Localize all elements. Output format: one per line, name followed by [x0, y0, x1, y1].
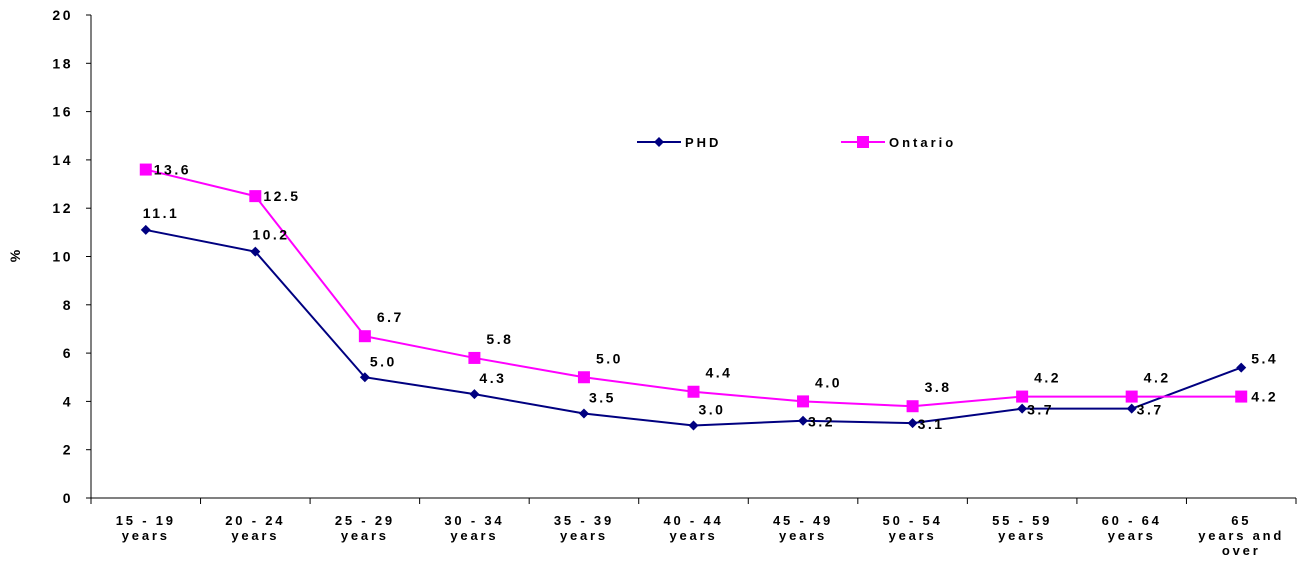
data-label-phd: 3.5 [589, 389, 616, 405]
data-point-square [577, 371, 590, 384]
data-label-phd: 4.3 [479, 370, 506, 386]
data-labels: 11.1 10.2 5.0 4.3 3.5 3.0 3.2 3.1 3.7 3.7 5.4 13.6 1… [143, 162, 1278, 433]
data-point-square [468, 351, 481, 364]
legend-item-ontario: Ontario [841, 135, 956, 150]
data-label-ontario: 4.2 [1144, 370, 1171, 386]
x-category-label: 40 - 44 years [663, 513, 723, 543]
y-tick-label: 18 [52, 55, 73, 71]
legend: PHD Ontario [637, 135, 956, 150]
data-label-ontario: 4.4 [706, 365, 733, 381]
legend-marker [857, 136, 869, 148]
data-label-ontario: 12.5 [263, 188, 300, 204]
data-point-square [1235, 390, 1248, 403]
data-point-diamond [907, 418, 918, 429]
data-point-square [249, 190, 262, 203]
data-point-square [687, 385, 700, 398]
data-point-diamond [1236, 362, 1247, 373]
y-axis: 0 2 4 6 8 10 12 14 16 18 20 [52, 7, 92, 506]
data-point-square [797, 395, 810, 408]
series-line [145, 168, 1242, 408]
data-point-square [1125, 390, 1138, 403]
data-point-diamond [140, 224, 151, 235]
data-label-ontario: 13.6 [154, 162, 191, 178]
data-point-diamond [688, 420, 699, 431]
x-category-label: 50 - 54 years [883, 513, 943, 543]
y-tick-label: 8 [63, 297, 73, 313]
data-point-square [139, 163, 152, 176]
legend-label: PHD [685, 135, 721, 150]
data-point-diamond [1126, 403, 1137, 414]
x-axis: 15 - 19 years 20 - 24 years 25 - 29 years 30 -… [90, 497, 1297, 558]
x-category-label: 45 - 49 years [773, 513, 833, 543]
y-tick-label: 2 [63, 442, 73, 458]
y-tick-label: 12 [52, 200, 73, 216]
data-label-phd: 5.0 [370, 353, 397, 369]
x-category-label: 25 - 29 years [335, 513, 395, 543]
data-point-square [358, 330, 371, 343]
x-category-label: 65 years and over [1198, 513, 1284, 558]
legend-item-phd: PHD [637, 135, 721, 150]
legend-marker [654, 137, 664, 147]
data-point-diamond [578, 408, 589, 419]
data-label-ontario: 6.7 [377, 309, 404, 325]
data-label-ontario: 4.2 [1034, 370, 1061, 386]
data-point-diamond [798, 415, 809, 426]
data-point-square [1016, 390, 1029, 403]
x-category-label: 20 - 24 years [225, 513, 285, 543]
data-label-phd: 11.1 [143, 205, 179, 221]
data-label-ontario: 5.8 [486, 331, 513, 347]
data-label-phd: 3.1 [918, 416, 945, 432]
y-tick-label: 6 [63, 345, 73, 361]
y-tick-label: 16 [52, 104, 73, 120]
y-tick-label: 4 [63, 393, 73, 409]
y-tick-label: 0 [63, 490, 73, 506]
legend-label: Ontario [889, 135, 956, 150]
data-label-phd: 3.0 [699, 402, 726, 418]
x-category-label: 15 - 19 years [116, 513, 176, 543]
y-tick-label: 14 [52, 152, 73, 168]
data-label-phd: 3.7 [1137, 402, 1164, 418]
data-label-phd: 3.7 [1027, 402, 1054, 418]
series-lines [139, 163, 1248, 431]
data-label-ontario: 5.0 [596, 350, 623, 366]
series-phd [140, 224, 1247, 431]
x-category-label: 55 - 59 years [992, 513, 1052, 543]
data-label-ontario: 3.8 [925, 379, 952, 395]
x-category-label: 60 - 64 years [1102, 513, 1162, 543]
x-category-label: 30 - 34 years [444, 513, 504, 543]
data-point-square [906, 400, 919, 413]
y-tick-label: 10 [52, 249, 73, 265]
data-label-phd: 5.4 [1251, 351, 1278, 367]
data-label-ontario: 4.2 [1251, 389, 1278, 405]
y-tick-label: 20 [52, 7, 73, 23]
data-point-diamond [469, 389, 480, 400]
data-point-diamond [250, 246, 261, 257]
data-label-phd: 3.2 [808, 414, 835, 430]
x-category-label: 35 - 39 years [554, 513, 614, 543]
series-ontario [139, 163, 1248, 413]
data-label-phd: 10.2 [252, 227, 289, 243]
data-label-ontario: 4.0 [815, 374, 842, 390]
data-point-diamond [359, 372, 370, 383]
data-point-diamond [1017, 403, 1028, 414]
y-axis-title: % [7, 249, 23, 262]
